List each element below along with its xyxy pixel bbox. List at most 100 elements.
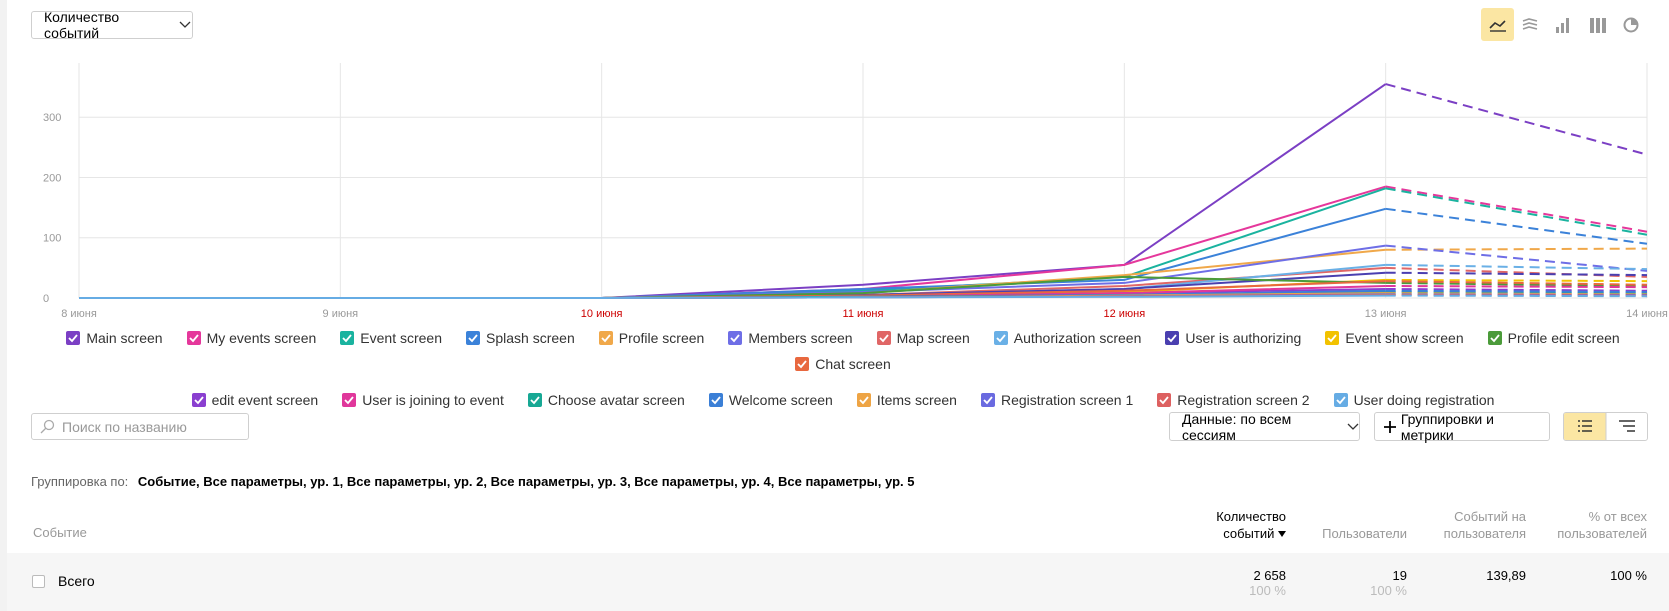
- legend-label: Choose avatar screen: [547, 392, 685, 408]
- legend-swatch: [980, 393, 995, 407]
- cell-value: 19: [1392, 568, 1407, 583]
- legend-checkbox[interactable]: [708, 393, 723, 407]
- legend-checkbox[interactable]: [1157, 393, 1172, 407]
- legend-swatch: [1333, 393, 1348, 407]
- series-line-incomplete: [1385, 281, 1648, 287]
- check-mark: [711, 396, 721, 405]
- legend-label: My events screen: [206, 330, 317, 346]
- legend-item[interactable]: Map screen: [876, 330, 970, 346]
- legend-checkbox[interactable]: [466, 331, 481, 345]
- cell-value: 2 658: [1253, 568, 1286, 583]
- legend-item[interactable]: User is joining to event: [342, 392, 504, 408]
- legend-label: Chat screen: [815, 356, 891, 372]
- legend-item[interactable]: Items screen: [856, 392, 957, 408]
- x-tick-label: 11 июня: [843, 308, 884, 320]
- legend-item[interactable]: Event show screen: [1325, 330, 1464, 346]
- legend-item[interactable]: Choose avatar screen: [527, 392, 685, 408]
- legend-checkbox[interactable]: [191, 393, 206, 407]
- legend-item[interactable]: Event screen: [340, 330, 442, 346]
- series-line-incomplete: [1385, 278, 1648, 283]
- row-checkbox[interactable]: [32, 575, 45, 588]
- column-header[interactable]: Пользователи: [1322, 526, 1407, 541]
- view-toggle-icons: [1564, 413, 1635, 440]
- legend-swatch: [795, 357, 810, 371]
- legend-label: Welcome screen: [728, 392, 833, 408]
- search-icon: [40, 419, 55, 433]
- legend-label: edit event screen: [211, 392, 319, 408]
- legend-item[interactable]: Welcome screen: [708, 392, 833, 408]
- legend-swatch: [527, 393, 542, 407]
- data-select[interactable]: Данные: по всем сессиям: [1169, 411, 1360, 443]
- legend-checkbox[interactable]: [993, 331, 1008, 345]
- grouping-value: Событие, Все параметры, ур. 1, Все парам…: [137, 474, 915, 489]
- view-toggle: [1563, 412, 1648, 441]
- first-column-header: Событие: [33, 525, 87, 540]
- legend-item[interactable]: Chat screen: [795, 356, 891, 372]
- legend-item[interactable]: Profile edit screen: [1487, 330, 1620, 346]
- legend-item[interactable]: Registration screen 2: [1157, 392, 1310, 408]
- x-tick-label: 8 июня: [61, 308, 97, 320]
- legend-item[interactable]: Authorization screen: [993, 330, 1142, 346]
- series-line-incomplete: [1385, 83, 1648, 156]
- tree-view[interactable]: [1619, 420, 1635, 432]
- search-input[interactable]: Поиск по названию: [31, 413, 249, 440]
- check-mark: [601, 334, 611, 343]
- groupings-button[interactable]: Группировки и метрики: [1374, 411, 1550, 443]
- chevron: [1347, 423, 1359, 430]
- legend-item[interactable]: User doing registration: [1333, 392, 1494, 408]
- legend-swatch: [598, 331, 613, 345]
- legend-checkbox[interactable]: [1325, 331, 1340, 345]
- legend-checkbox[interactable]: [186, 331, 201, 345]
- legend-swatch: [1325, 331, 1340, 345]
- legend-swatch: [993, 331, 1008, 345]
- column-header[interactable]: Количество событий: [1176, 508, 1286, 542]
- legend-item[interactable]: Splash screen: [466, 330, 575, 346]
- column-header[interactable]: % от всех пользователей: [1557, 509, 1647, 541]
- legend-checkbox[interactable]: [527, 393, 542, 407]
- legend-swatch: [466, 331, 481, 345]
- legend-checkbox[interactable]: [856, 393, 871, 407]
- check-mark: [996, 334, 1006, 343]
- chevron: [180, 21, 191, 28]
- check-mark: [797, 360, 807, 369]
- legend-checkbox[interactable]: [876, 331, 891, 345]
- legend-item[interactable]: My events screen: [186, 330, 317, 346]
- y-tick-label: 200: [43, 172, 61, 184]
- legend-item[interactable]: Profile screen: [598, 330, 704, 346]
- legend-label: Main screen: [86, 330, 163, 346]
- legend-swatch: [1165, 331, 1180, 345]
- legend-checkbox[interactable]: [1333, 393, 1348, 407]
- legend-label: Authorization screen: [1013, 330, 1142, 346]
- legend-checkbox[interactable]: [340, 331, 355, 345]
- sort-icon: [1278, 531, 1286, 537]
- line-chart: 8 июня 9 июня 10 июня 11 июня 12 июня 13 июня…: [43, 63, 1668, 320]
- series-line-incomplete: [1385, 185, 1648, 233]
- legend-checkbox[interactable]: [1487, 331, 1502, 345]
- x-tick-label: 13 июня: [1365, 308, 1407, 320]
- check-mark: [878, 334, 889, 343]
- cell-value: 139,89: [1486, 568, 1526, 583]
- cell: 19 100 %: [1370, 568, 1407, 598]
- legend-item[interactable]: Members screen: [728, 330, 853, 346]
- area-icon[interactable]: [1522, 18, 1538, 30]
- legend-item[interactable]: Registration screen 1: [980, 392, 1133, 408]
- legend-checkbox[interactable]: [728, 331, 743, 345]
- legend-checkbox[interactable]: [598, 331, 613, 345]
- stacked-icon[interactable]: [1590, 18, 1606, 33]
- legend-checkbox[interactable]: [1165, 331, 1180, 345]
- x-tick-label: 12 июня: [1103, 308, 1145, 320]
- legend-item[interactable]: Main screen: [66, 330, 163, 346]
- y-tick-label: 100: [43, 233, 61, 245]
- series-line: [79, 83, 1387, 299]
- column-header[interactable]: Событий на пользователя: [1443, 509, 1526, 541]
- legend-item[interactable]: User is authorizing: [1165, 330, 1301, 346]
- legend-checkbox[interactable]: [342, 393, 357, 407]
- legend-swatch: [191, 393, 206, 407]
- legend-checkbox[interactable]: [66, 331, 81, 345]
- legend-item[interactable]: edit event screen: [191, 392, 319, 408]
- bar-icon[interactable]: [1556, 18, 1569, 33]
- legend-checkbox[interactable]: [795, 357, 810, 371]
- metric-select[interactable]: Количество событий: [31, 9, 193, 41]
- pie-icon[interactable]: [1623, 17, 1639, 33]
- legend-checkbox[interactable]: [980, 393, 995, 407]
